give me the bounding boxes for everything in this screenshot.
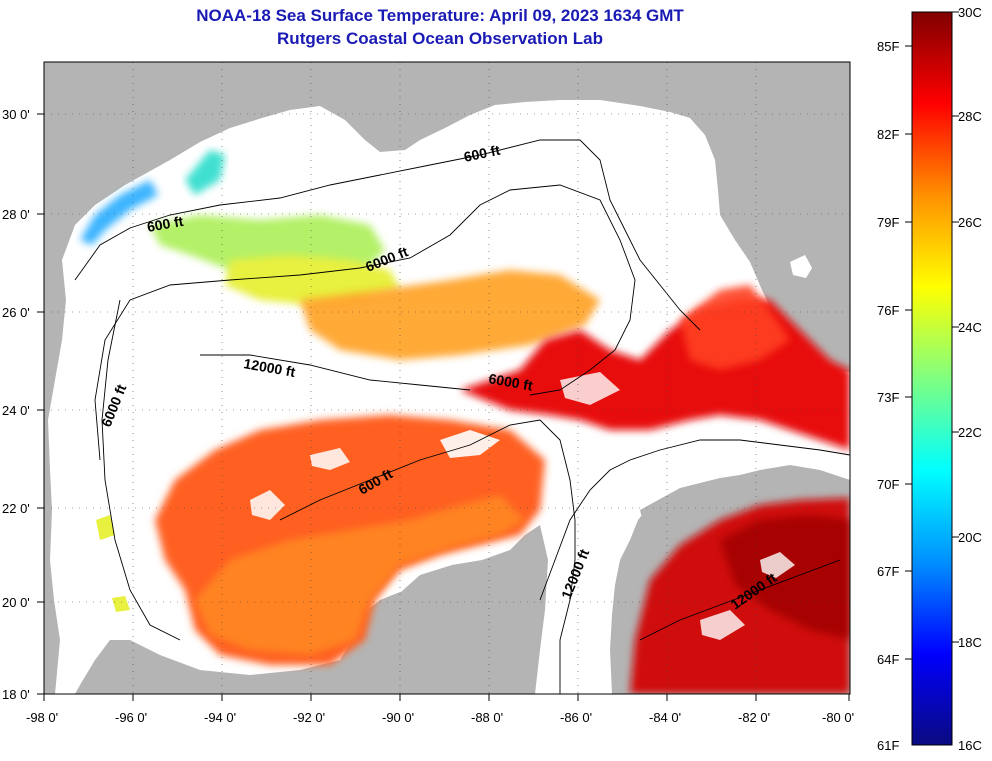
lake-okeechobee (790, 255, 812, 278)
contour-6000ft (94, 184, 636, 461)
yucatan-land (378, 525, 548, 694)
contour-12000ft (200, 354, 471, 391)
colorbar-c-label: 18C (958, 635, 982, 650)
cuba-land (640, 470, 850, 530)
colorbar-c-label: 30C (958, 5, 982, 20)
contour-label-600ft-north: 600 ft (462, 142, 501, 165)
map-subtitle: Rutgers Coastal Ocean Observation Lab (277, 29, 603, 48)
contour-600ft-north (74, 139, 701, 331)
lon-label: -88 0' (471, 710, 503, 725)
lat-label: 26 0' (2, 305, 30, 320)
lon-label: -82 0' (738, 710, 770, 725)
colorbar-f-label: 70F (877, 477, 899, 492)
cloud-gap-5 (700, 610, 745, 640)
contour-label-600ft-west: 600 ft (146, 213, 185, 235)
cloud-gap-6 (760, 552, 795, 578)
colorbar-strip (911, 11, 953, 746)
colorbar-f-label: 64F (877, 652, 899, 667)
sst-orange-band (300, 270, 600, 360)
sst-cool-coastal (80, 180, 158, 245)
colorbar-c-label: 20C (958, 530, 982, 545)
lat-label: 24 0' (2, 403, 30, 418)
lat-label: 20 0' (2, 595, 30, 610)
cloud-gap-2 (250, 490, 285, 520)
lon-label: -94 0' (204, 710, 236, 725)
lat-label: 22 0' (2, 501, 30, 516)
colorbar-f-label: 82F (877, 127, 899, 142)
axis-ticks (37, 113, 850, 701)
contour-6000ft-west (101, 299, 181, 641)
colorbar-f-label: 79F (877, 215, 899, 230)
lat-label: 18 0' (2, 687, 30, 702)
sst-orange-south (195, 495, 525, 655)
colorbar-c-label: 16C (958, 738, 982, 753)
lon-label: -98 0' (26, 710, 58, 725)
lon-label: -96 0' (115, 710, 147, 725)
lon-label: -92 0' (293, 710, 325, 725)
colorbar: 85F 82F 79F 76F 73F 70F 67F 64F 61F 30C … (877, 5, 982, 753)
lon-label: -80 0' (822, 710, 854, 725)
map-frame (43, 61, 851, 695)
sst-florida-shelf (680, 285, 790, 370)
lat-label: 30 0' (2, 107, 30, 122)
lon-label: -90 0' (382, 710, 414, 725)
colorbar-c-label: 28C (958, 109, 982, 124)
graticule (44, 62, 850, 694)
sst-yellow-band (225, 255, 400, 305)
contour-600ft-yucatan (279, 419, 576, 694)
colorbar-f-label: 61F (877, 738, 899, 753)
cloud-gap-3 (310, 448, 350, 470)
sst-caribbean-dark (720, 515, 850, 640)
colorbar-c-label: 24C (958, 320, 982, 335)
contour-12000ft-east (539, 439, 850, 601)
sst-cyan-patch (185, 150, 225, 195)
lat-label: 28 0' (2, 207, 30, 222)
longitude-labels: -98 0' -96 0' -94 0' -92 0' -90 0' -88 0… (26, 710, 854, 725)
sst-yellow-patch-west (96, 515, 115, 540)
sst-yellow-patch-south (112, 596, 130, 612)
latitude-labels: 30 0' 28 0' 26 0' 24 0' 22 0' 20 0' 18 0… (2, 107, 30, 702)
colorbar-c-label: 26C (958, 215, 982, 230)
colorbar-f-label: 85F (877, 39, 899, 54)
lon-label: -86 0' (560, 710, 592, 725)
colorbar-f-label: 73F (877, 390, 899, 405)
lon-label: -84 0' (649, 710, 681, 725)
contour-12000ft-carib (639, 559, 841, 641)
map-title: NOAA-18 Sea Surface Temperature: April 0… (196, 6, 684, 25)
colorbar-c-label: 22C (958, 425, 982, 440)
contour-label-6000ft-east: 6000 ft (487, 370, 534, 394)
bathymetry-contours (74, 139, 850, 694)
colorbar-f-label: 67F (877, 564, 899, 579)
colorbar-f-label: 76F (877, 303, 899, 318)
